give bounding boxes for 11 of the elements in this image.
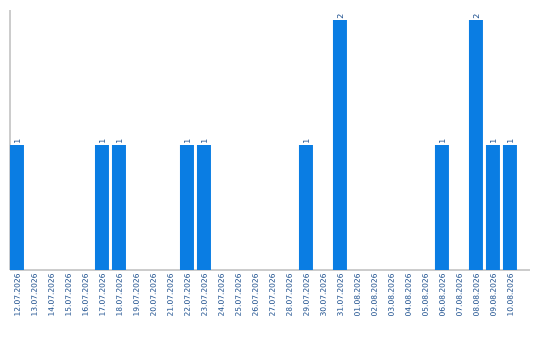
data-label: 1 bbox=[201, 139, 207, 143]
data-label: 1 bbox=[116, 139, 122, 143]
data-label: 1 bbox=[507, 139, 513, 143]
data-label: 1 bbox=[303, 139, 309, 143]
data-label: 1 bbox=[99, 139, 105, 143]
data-label: 1 bbox=[184, 139, 190, 143]
data-label: 1 bbox=[439, 139, 445, 143]
data-label: 1 bbox=[490, 139, 496, 143]
data-label: 1 bbox=[14, 139, 20, 143]
data-label: 2 bbox=[472, 14, 479, 18]
data-label: 2 bbox=[336, 14, 343, 18]
